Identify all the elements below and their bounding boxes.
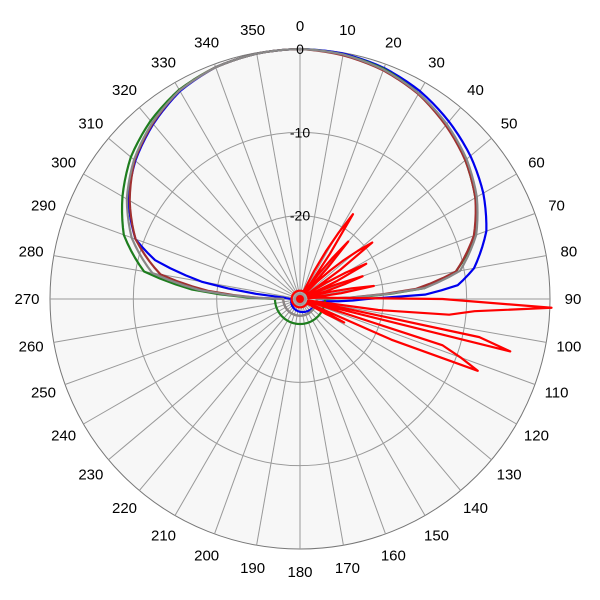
angle-tick-label: 280 (19, 244, 44, 261)
angle-tick-label: 270 (14, 291, 39, 308)
angular-grid-line (83, 173, 301, 300)
angle-tick-label: 310 (78, 116, 103, 133)
series-layer (120, 47, 553, 372)
angular-grid-line (108, 298, 301, 461)
angular-grid-line (83, 298, 301, 425)
angular-grid-line (299, 298, 426, 516)
angle-tick-label: 10 (339, 22, 356, 39)
angle-tick-label: 60 (528, 155, 545, 172)
angle-tick-label: 240 (51, 428, 76, 445)
angle-tick-label: 130 (497, 466, 522, 483)
angular-grid-line (64, 298, 301, 385)
angular-grid-line (299, 298, 344, 546)
angular-grid-line (299, 298, 462, 491)
series-line-4 (125, 47, 479, 317)
angular-grid-line (299, 298, 536, 385)
angle-tick-label: 260 (19, 338, 44, 355)
angle-tick-label: 80 (561, 244, 578, 261)
radial-tick-label: 0 (296, 41, 304, 57)
angle-tick-label: 300 (51, 155, 76, 172)
angular-grid-line (256, 52, 301, 300)
angular-grid-line (53, 255, 301, 300)
angular-grid-line (214, 298, 301, 535)
angle-tick-label: 200 (194, 548, 219, 565)
angle-tick-label: 220 (112, 500, 137, 517)
angular-grid-line (138, 298, 301, 491)
angle-tick-label: 70 (548, 198, 565, 215)
angle-tick-label: 140 (463, 500, 488, 517)
angular-grid-line (299, 298, 386, 535)
angle-tick-label: 340 (194, 34, 219, 51)
angle-tick-label: 110 (545, 384, 569, 401)
angular-grid-line (214, 63, 301, 300)
angle-tick-label: 350 (240, 22, 265, 39)
angle-tick-label: 90 (565, 291, 582, 308)
angular-grid-line (138, 107, 301, 300)
angle-tick-label: 330 (151, 55, 176, 72)
series-line-5 (290, 213, 553, 372)
angle-tick-label: 210 (151, 527, 176, 544)
angular-grid-line (299, 63, 386, 300)
angular-grid-line (299, 298, 547, 343)
center-point (296, 295, 304, 303)
angular-grid-line (299, 213, 536, 300)
angle-tick-label: 320 (112, 82, 137, 99)
angular-grid-line (174, 298, 301, 516)
angular-grid-line (299, 255, 547, 300)
angle-tick-label: 20 (385, 34, 402, 51)
label-layer: 0 10 20 30 40 50 60 70 80 90 100 110 120 130 140 150 160… (14, 18, 581, 581)
angular-grid-line (299, 298, 492, 461)
angle-tick-label: 180 (287, 564, 312, 581)
angular-grid-line (256, 298, 301, 546)
angular-grid-line (299, 52, 344, 300)
series-line-1 (127, 47, 488, 314)
angle-tick-label: 230 (78, 466, 103, 483)
radial-tick-label: -10 (290, 124, 310, 140)
angle-tick-label: 170 (335, 560, 360, 577)
angle-tick-label: 120 (524, 428, 549, 445)
angle-tick-label: 30 (428, 55, 445, 72)
angle-tick-label: 150 (424, 527, 449, 544)
angular-grid-line (108, 137, 301, 300)
angular-grid-line (299, 82, 426, 300)
angle-tick-label: 50 (501, 116, 518, 133)
angle-tick-label: 290 (31, 198, 56, 215)
angular-grid-line (174, 82, 301, 300)
angle-tick-label: 250 (31, 384, 56, 401)
angle-tick-label: 0 (296, 18, 304, 35)
angle-tick-label: 40 (467, 82, 484, 99)
angular-grid-line (299, 137, 492, 300)
radial-tick-label: -20 (290, 208, 310, 224)
angle-tick-label: 100 (556, 338, 581, 355)
angle-tick-label: 190 (240, 560, 265, 577)
angle-tick-label: 160 (381, 548, 406, 565)
angular-grid-line (53, 298, 301, 343)
angular-grid-line (64, 213, 301, 300)
